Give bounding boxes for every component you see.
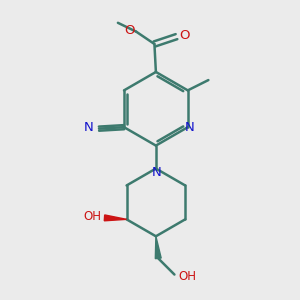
Text: N: N <box>152 166 162 178</box>
Polygon shape <box>155 236 161 259</box>
Polygon shape <box>104 215 127 221</box>
Text: O: O <box>179 29 189 42</box>
Text: OH: OH <box>178 270 196 284</box>
Text: N: N <box>84 121 94 134</box>
Text: OH: OH <box>83 211 101 224</box>
Text: O: O <box>124 24 135 37</box>
Text: N: N <box>184 121 194 134</box>
